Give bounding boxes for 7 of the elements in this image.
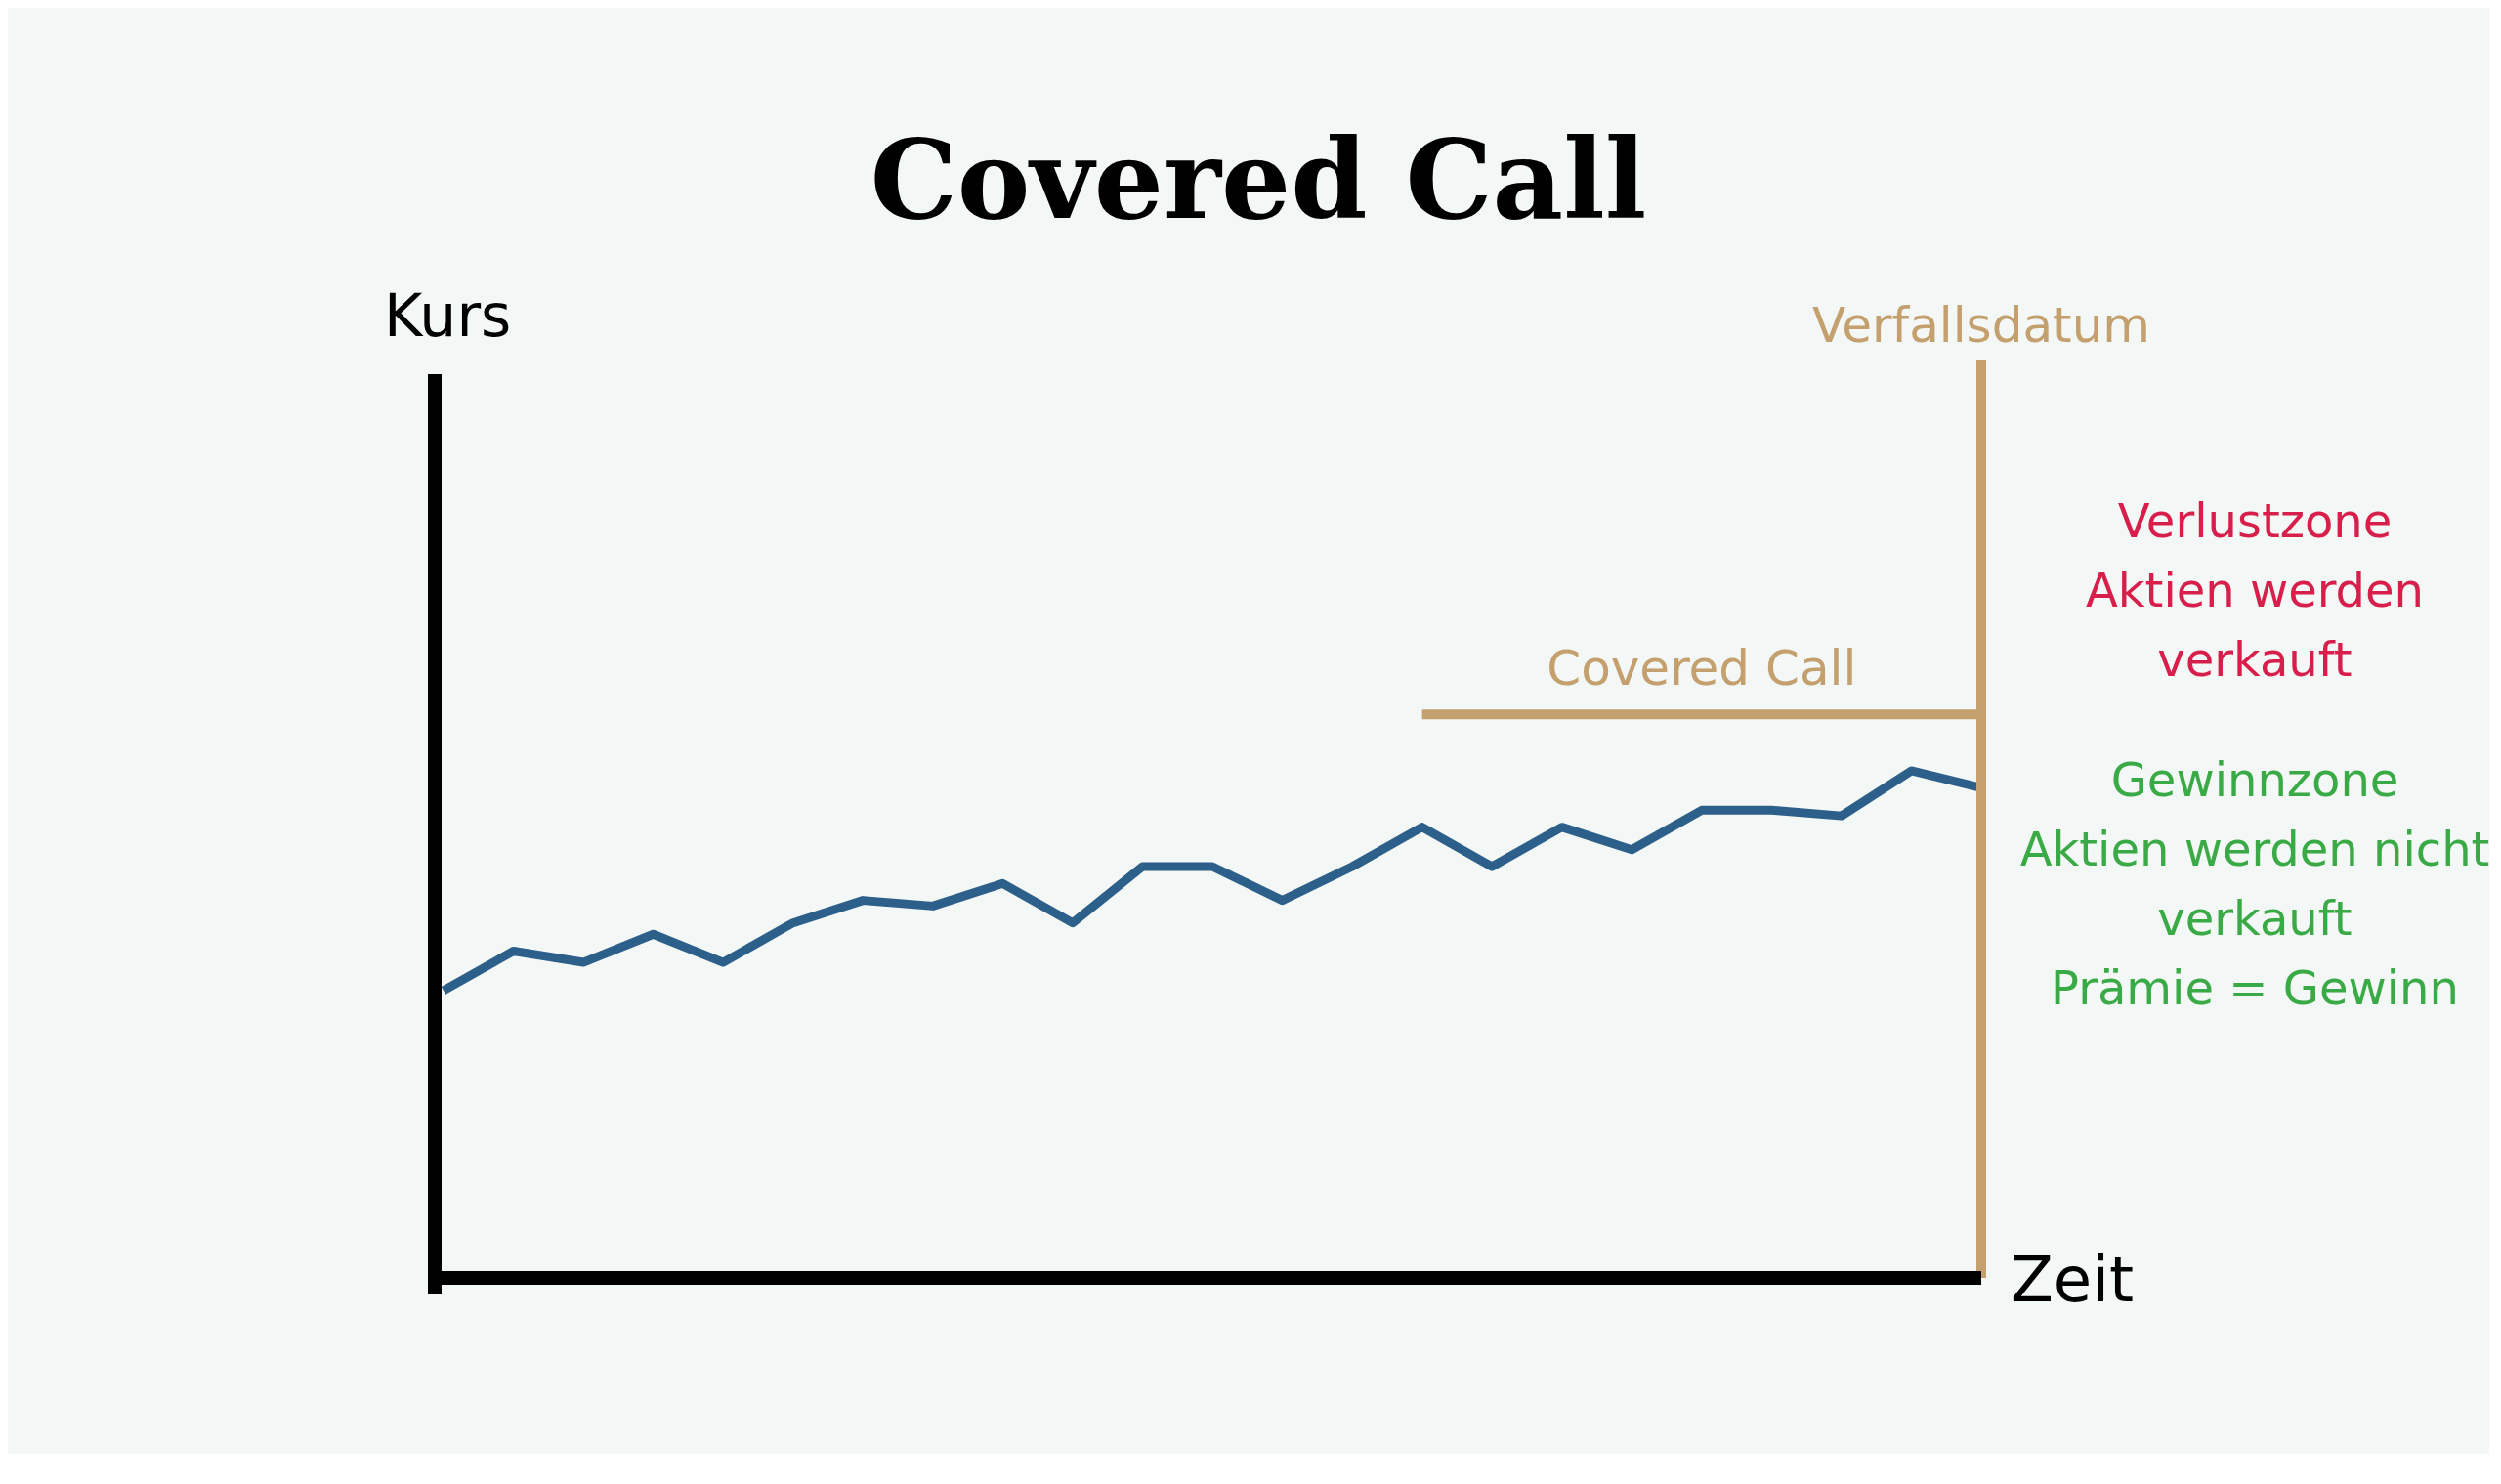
- series-label: Covered Call: [1547, 640, 1857, 698]
- text: Verfallsdatum: [1810, 296, 2152, 356]
- text: Verlustzone Aktien werden verkauft: [2084, 492, 2426, 689]
- text: Gewinnzone Aktien werden nicht verkauft Prämie = Gewinn: [2018, 751, 2491, 1017]
- chart-title: Covered Call: [869, 115, 1648, 243]
- text: Kurs: [384, 281, 513, 351]
- x-axis-title: Zeit: [2011, 1244, 2135, 1316]
